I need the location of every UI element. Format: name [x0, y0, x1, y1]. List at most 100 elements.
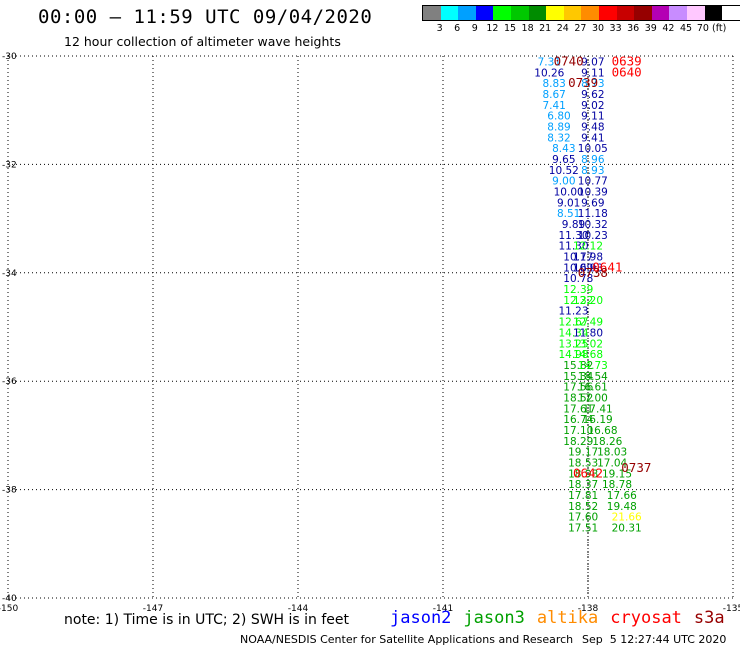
swh-value: 11.23: [558, 306, 588, 318]
swh-value: 10.23: [578, 230, 608, 242]
swh-value: 19.48: [607, 501, 637, 513]
pass-time: 0740: [554, 53, 584, 68]
swh-value: 10.93: [573, 262, 603, 274]
legend-tick: 45: [679, 23, 693, 34]
swh-value: 17.66: [607, 490, 637, 502]
legend-tick: 18: [521, 23, 534, 34]
legend-tick: 12: [486, 23, 499, 34]
swh-value: 12.12: [573, 241, 603, 253]
swh-value: 17.56: [563, 382, 593, 394]
swh-value: 18.26: [592, 436, 622, 448]
swh-value: 17.04: [597, 458, 627, 470]
swh-value: 8.93: [581, 165, 604, 177]
satellite-altika: altika: [536, 608, 599, 628]
swh-value: 17.00: [578, 392, 608, 404]
swh-value: 14.68: [573, 349, 603, 361]
pass-time: 0642: [573, 465, 603, 480]
lat-tick-label: -30: [2, 52, 17, 62]
axis-labels: -30 -32 -34 -36 -38 -40-150 -147 -144 -141 -138 -1…: [0, 52, 740, 614]
lat-tick-label: -38: [2, 486, 17, 496]
legend-swatch: [581, 6, 599, 20]
swh-value: 6.80: [547, 111, 570, 123]
legend-swatch: [423, 6, 441, 20]
satellite-legend: jason2 jason3 altika cryosat s3a: [390, 608, 737, 628]
swh-value: 16.74: [563, 414, 593, 426]
swh-value: 9.02: [581, 100, 604, 112]
legend-swatch: [440, 6, 459, 20]
legend-tick: 70 (ft): [696, 23, 727, 34]
swh-value: 8.83: [542, 78, 565, 90]
legend-swatch: [510, 6, 529, 20]
legend-swatch: [528, 6, 547, 20]
color-legend: 3 6 9 12 15 18 21 24 27 30 33 36 39 42 45 70 (ft): [422, 5, 740, 35]
legend-swatch: [704, 6, 723, 20]
legend-swatch: [563, 6, 582, 20]
swh-value: 9.11: [581, 67, 604, 79]
swh-value: 10.52: [549, 165, 579, 177]
swh-value: 12.67: [558, 317, 588, 329]
legend-tick: 42: [662, 23, 675, 34]
lon-tick-label: -141: [433, 604, 453, 614]
swh-value: 9.69: [581, 197, 604, 209]
lon-tick-label: -138: [578, 604, 599, 614]
legend-color-bar: [422, 5, 740, 21]
swh-value: 19.15: [602, 468, 632, 480]
swh-value: 9.48: [581, 121, 604, 133]
swh-value: 17.60: [568, 512, 598, 524]
lon-tick-label: -150: [0, 604, 18, 614]
swh-value: 16.19: [583, 414, 613, 426]
swh-value: 8.51: [557, 208, 580, 220]
footer-credit: NOAA/NESDIS Center for Satellite Applica…: [240, 633, 574, 646]
swh-value: 10.05: [578, 143, 608, 155]
legend-tick: 15: [503, 23, 517, 34]
swh-value: 15.82: [563, 360, 593, 372]
swh-value: 11.98: [573, 252, 603, 264]
swh-value: 9.65: [552, 154, 575, 166]
footer-timestamp: Sep 5 12:27:44 UTC 2020: [582, 633, 727, 646]
legend-swatch: [458, 6, 476, 20]
legend-tick: 24: [556, 23, 569, 34]
swh-value: 8.67: [542, 89, 565, 101]
pass-time: 0640: [612, 64, 642, 79]
legend-tick: 3: [436, 23, 443, 34]
swh-value: 19.17: [568, 447, 598, 459]
swh-value: 10.32: [578, 219, 608, 231]
page-title: 00:00 – 11:59 UTC 09/04/2020: [38, 6, 373, 28]
swh-value: 8.43: [552, 143, 575, 155]
note-text: note: 1) Time is in UTC; 2) SWH is in fe…: [64, 612, 350, 628]
satellite-jason2: jason2: [390, 608, 452, 628]
swh-value: 12.32: [563, 295, 593, 307]
wave-height-points: 7.3110.268.838.677.416.808.898.328.439.6…: [534, 56, 642, 534]
swh-value: 8.96: [581, 154, 605, 166]
swh-value: 17.51: [568, 523, 598, 535]
swh-value: 8.32: [547, 132, 570, 144]
swh-value: 18.37: [568, 479, 598, 491]
pass-time: 0639: [612, 53, 642, 68]
lon-tick-label: -147: [143, 604, 163, 614]
swh-value: 9.62: [581, 89, 604, 101]
satellite-cryosat: cryosat: [610, 608, 682, 628]
swh-value: 9.07: [581, 56, 604, 68]
swh-value: 10.77: [563, 252, 593, 264]
swh-value: 18.29: [563, 436, 593, 448]
swh-value: 15.34: [563, 371, 593, 383]
legend-swatch: [616, 6, 635, 20]
legend-swatch: [651, 6, 670, 20]
page-subtitle: 12 hour collection of altimeter wave hei…: [64, 34, 341, 49]
pass-time: 0738: [578, 265, 608, 280]
swh-value: 17.10: [563, 425, 593, 437]
legend-tick: 6: [454, 23, 461, 34]
lon-tick-label: -144: [288, 604, 309, 614]
swh-value: 12.39: [563, 284, 593, 296]
swh-value: 17.61: [563, 403, 593, 415]
satellite-jason3: jason3: [463, 608, 525, 628]
swh-value: 18.54: [578, 371, 608, 383]
legend-tick: 27: [574, 23, 587, 34]
swh-value: 7.41: [542, 100, 565, 112]
swh-value: 11.30: [558, 230, 588, 242]
lon-tick-label: -135: [723, 604, 740, 614]
pass-time: 0641: [592, 259, 622, 274]
swh-value: 9.01: [557, 197, 580, 209]
swh-value: 16.68: [587, 425, 617, 437]
